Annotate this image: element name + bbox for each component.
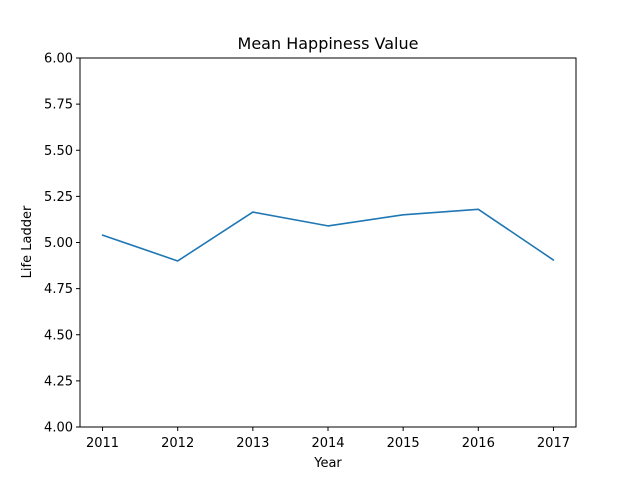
- y-tick-label: 4.25: [44, 374, 73, 389]
- y-axis-label: Life Ladder: [20, 205, 35, 278]
- y-tick-label: 5.00: [44, 236, 73, 251]
- y-tick-label: 4.00: [44, 421, 73, 436]
- x-tick-label: 2011: [86, 436, 119, 451]
- series-layer: [101, 208, 555, 262]
- y-tick-label: 4.50: [44, 328, 73, 343]
- plot-area: 2011 2012 2013 2014 2015 2016 2017 4.00 4.25 4.5…: [44, 52, 577, 451]
- x-tick-label: 2013: [236, 436, 269, 451]
- y-tick-label: 6.00: [44, 52, 73, 67]
- x-tick-label: 2012: [161, 436, 194, 451]
- x-tick-label: 2017: [537, 436, 570, 451]
- x-axis-label: Year: [313, 456, 342, 471]
- y-tick-label: 5.25: [44, 190, 73, 205]
- y-axis: 4.00 4.25 4.50 4.75 5.00 5.25 5.50 5.75 6.00: [44, 52, 80, 436]
- y-tick-label: 5.75: [44, 98, 73, 113]
- axes-frame: [79, 57, 577, 428]
- x-tick-label: 2016: [462, 436, 495, 451]
- x-tick-label: 2014: [311, 436, 344, 451]
- y-tick-label: 5.50: [44, 144, 73, 159]
- series-line-0: [101, 208, 555, 262]
- chart-title: Mean Happiness Value: [238, 34, 419, 53]
- x-tick-label: 2015: [387, 436, 420, 451]
- x-axis: 2011 2012 2013 2014 2015 2016 2017: [86, 427, 570, 451]
- y-tick-label: 4.75: [44, 282, 73, 297]
